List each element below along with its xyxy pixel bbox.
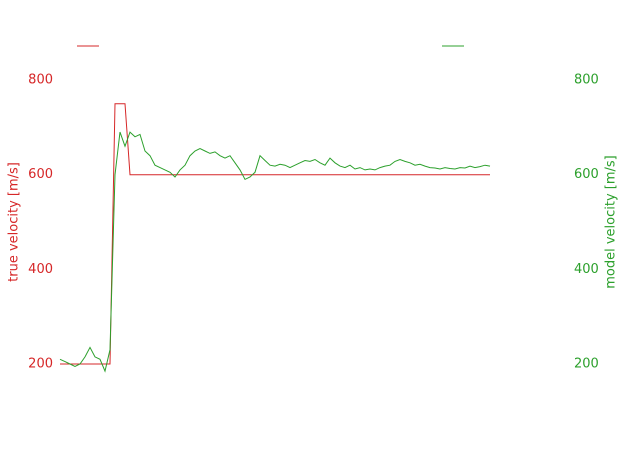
y-tick-label: 400 — [28, 262, 53, 277]
y-tick-label: 600 — [28, 167, 53, 182]
y-tick-label: 800 — [28, 73, 53, 88]
y-tick-label: 200 — [28, 357, 53, 372]
y2-tick-label: 400 — [574, 262, 599, 277]
y2-axis-label: model velocity [m/s] — [604, 155, 619, 289]
series-line — [60, 103, 490, 365]
y2-tick-label: 800 — [574, 73, 599, 88]
y2-tick-label: 200 — [574, 357, 599, 372]
y-axis-label: true velocity [m/s] — [7, 162, 22, 282]
y2-tick-label: 600 — [574, 167, 599, 182]
series-line — [59, 131, 491, 373]
